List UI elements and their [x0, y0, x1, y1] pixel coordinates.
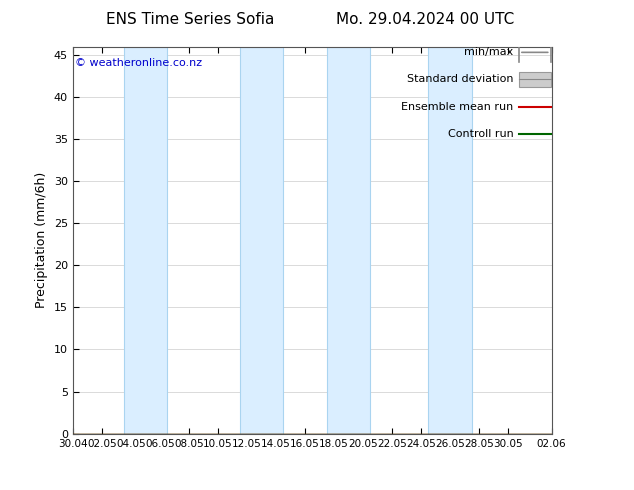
Bar: [519, 72, 550, 87]
Text: Standard deviation: Standard deviation: [407, 74, 514, 84]
Text: Mo. 29.04.2024 00 UTC: Mo. 29.04.2024 00 UTC: [335, 12, 514, 27]
Text: Controll run: Controll run: [448, 129, 514, 139]
Bar: [124, 47, 167, 434]
Text: © weatheronline.co.nz: © weatheronline.co.nz: [75, 58, 202, 68]
Bar: [327, 47, 370, 434]
Bar: [240, 47, 283, 434]
Bar: [429, 47, 472, 434]
Text: ENS Time Series Sofia: ENS Time Series Sofia: [106, 12, 275, 27]
Text: min/max: min/max: [464, 48, 514, 57]
Text: Ensemble mean run: Ensemble mean run: [401, 101, 514, 112]
Y-axis label: Precipitation (mm/6h): Precipitation (mm/6h): [36, 172, 48, 308]
